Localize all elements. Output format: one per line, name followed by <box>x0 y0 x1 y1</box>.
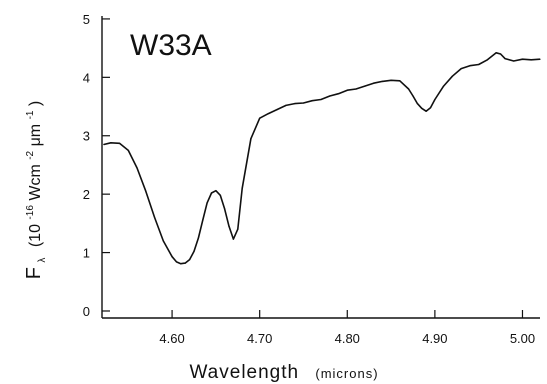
data-point <box>267 113 269 115</box>
y-axis-open: (10 <box>27 224 44 247</box>
x-tick-label: 4.90 <box>422 331 447 346</box>
data-point <box>237 228 239 230</box>
x-tick-label: 5.00 <box>510 331 535 346</box>
data-point <box>469 65 471 67</box>
series-layer <box>103 52 541 265</box>
data-point <box>381 80 383 82</box>
data-point <box>421 107 423 109</box>
y-tick-label: 5 <box>83 12 90 27</box>
data-point <box>539 58 541 60</box>
data-point <box>294 103 296 105</box>
data-point <box>373 82 375 84</box>
data-point <box>210 192 213 194</box>
x-tick-label: 4.60 <box>159 331 184 346</box>
y-axis-ticks: 0 1 2 3 4 5 <box>83 12 110 319</box>
data-point <box>206 202 208 204</box>
data-point <box>103 143 105 146</box>
data-point <box>127 149 129 151</box>
y-axis-exp1: -16 <box>25 205 36 220</box>
data-point <box>259 117 261 119</box>
data-point <box>478 63 480 66</box>
y-axis-symbol: F <box>23 267 45 279</box>
data-point <box>232 238 234 240</box>
data-point <box>434 98 436 101</box>
data-point <box>311 100 313 102</box>
y-axis-exp3: -1 <box>25 110 36 119</box>
x-axis-unit: (microns) <box>315 366 378 381</box>
data-point <box>390 79 392 81</box>
data-point <box>530 59 532 61</box>
x-axis-label: Wavelength (microns) <box>189 362 378 383</box>
y-axis-mid: Wcm <box>27 164 44 200</box>
data-point <box>443 85 445 87</box>
y-axis-exp2: -2 <box>25 150 36 159</box>
y-axis-mid2: μm <box>27 124 44 147</box>
data-point <box>215 190 217 192</box>
x-tick-label: 4.80 <box>335 331 360 346</box>
data-point <box>250 138 252 140</box>
data-point <box>224 208 226 210</box>
data-point <box>228 225 230 227</box>
y-tick-label: 4 <box>83 70 90 85</box>
data-point <box>460 68 462 70</box>
y-axis-label: F λ (10 -16 Wcm -2 μm -1 ) <box>20 101 49 280</box>
axes <box>101 16 540 319</box>
data-point <box>197 237 199 239</box>
data-point <box>118 142 121 144</box>
data-point <box>355 88 357 90</box>
y-tick-label: 0 <box>83 304 90 319</box>
data-point <box>276 108 278 111</box>
data-point <box>285 104 287 106</box>
data-point <box>180 263 182 265</box>
data-point <box>416 103 418 105</box>
data-point <box>302 102 305 104</box>
y-axis-subscript: λ <box>37 258 48 263</box>
data-point <box>219 194 221 196</box>
x-axis-ticks: 4.60 4.70 4.80 4.90 5.00 <box>159 310 535 346</box>
data-point <box>408 88 410 90</box>
data-point <box>241 187 243 189</box>
data-point <box>175 261 178 263</box>
data-point <box>171 256 173 258</box>
chart-annotation: W33A <box>130 29 212 62</box>
data-point <box>513 60 515 62</box>
data-point <box>154 216 156 219</box>
data-point <box>425 110 427 112</box>
data-point <box>202 219 204 221</box>
data-point <box>500 53 502 55</box>
y-tick-label: 3 <box>83 129 90 144</box>
y-axis-close: ) <box>27 101 44 106</box>
data-point <box>412 95 414 97</box>
data-point <box>189 259 191 261</box>
data-point <box>145 190 147 192</box>
data-point <box>429 107 432 109</box>
data-point <box>329 95 331 97</box>
data-point <box>184 262 186 264</box>
data-point <box>521 58 524 60</box>
data-point <box>346 89 348 91</box>
y-tick-label: 1 <box>83 246 90 261</box>
data-point <box>337 93 340 95</box>
data-point <box>320 98 322 101</box>
data-point <box>110 142 112 144</box>
data-point <box>193 250 195 252</box>
data-point <box>486 59 488 61</box>
data-point <box>495 52 497 54</box>
data-point <box>136 167 138 169</box>
y-tick-label: 2 <box>83 187 90 202</box>
data-point <box>451 75 453 77</box>
data-point <box>399 80 401 82</box>
data-point <box>162 240 164 242</box>
data-point <box>364 85 366 87</box>
spectrum-line <box>103 52 541 265</box>
x-axis-label-text: Wavelength <box>189 362 299 383</box>
x-tick-label: 4.70 <box>247 331 272 346</box>
data-point <box>504 58 506 60</box>
